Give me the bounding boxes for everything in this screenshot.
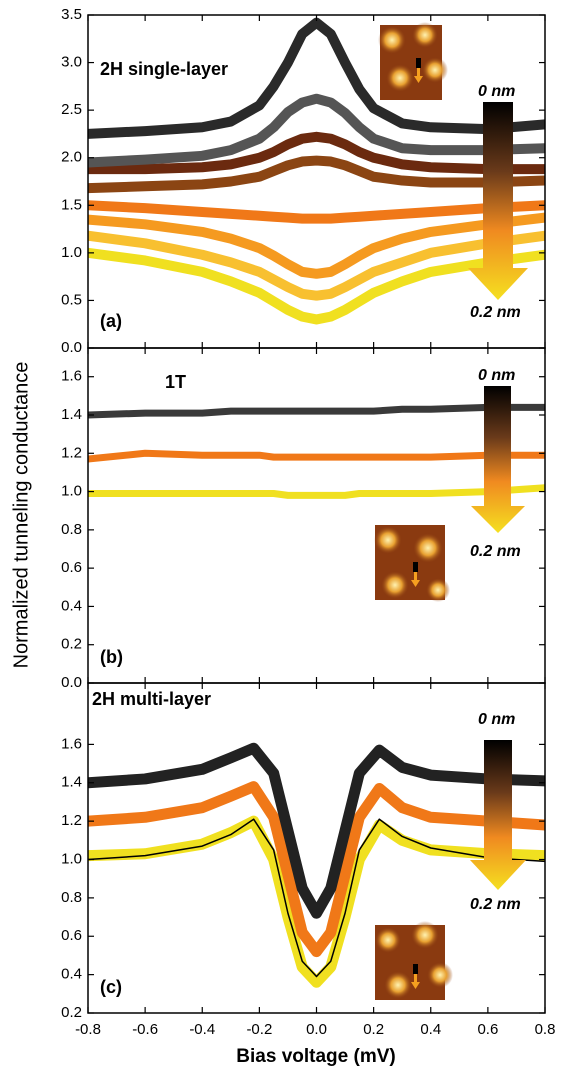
y-tick-label: 2.5 [61,101,82,118]
y-tick-label: 0.2 [61,1004,82,1021]
data-line [88,407,545,415]
x-tick-label: 0.0 [306,1021,327,1038]
annotation: 0 nm [478,83,515,100]
annotation: 0.2 nm [470,543,521,560]
curves [88,23,545,983]
x-axis-label: Bias voltage (mV) [236,1046,395,1067]
x-tick-label: -0.2 [246,1021,272,1038]
annotation: 0 nm [478,711,515,728]
annotation: (a) [100,311,122,331]
x-tick-label: -0.6 [132,1021,158,1038]
data-line [88,205,545,218]
plot-panel [88,407,545,495]
annotation: 0.2 nm [470,896,521,913]
y-tick-label: 1.2 [61,812,82,829]
y-tick-label: 1.0 [61,244,82,261]
y-axis-label: Normalized tunneling conductance [10,362,32,669]
annotation: 0.2 nm [470,304,521,321]
y-tick-label: 1.4 [61,774,82,791]
annotation: 0 nm [478,367,515,384]
y-tick-label: 1.5 [61,196,82,213]
y-tick-label: 0.5 [61,291,82,308]
y-tick-label: 0.6 [61,559,82,576]
annotation: 1T [165,372,186,392]
annotation: (b) [100,647,123,667]
x-tick-label: 0.4 [420,1021,441,1038]
y-tick-label: 1.0 [61,483,82,500]
y-tick-label: 0.4 [61,597,82,614]
y-tick-label: 1.4 [61,406,82,423]
x-tick-label: 0.2 [363,1021,384,1038]
y-tick-label: 0.0 [61,339,82,356]
y-tick-label: 0.8 [61,521,82,538]
y-tick-label: 1.0 [61,850,82,867]
x-tick-label: 0.6 [477,1021,498,1038]
y-tick-label: 0.6 [61,927,82,944]
data-line [88,488,545,496]
annotation: (c) [100,977,122,997]
y-tick-label: 1.2 [61,444,82,461]
x-tick-label: -0.8 [75,1021,101,1038]
data-line [88,787,545,952]
x-tick-label: 0.8 [535,1021,556,1038]
figure: Normalized tunneling conductance Bias vo… [0,0,565,1070]
annotation: 2H multi-layer [92,689,211,709]
inset-image [375,921,453,1000]
x-tick-label: -0.4 [189,1021,215,1038]
y-tick-label: 0.0 [61,674,82,691]
inset-image [374,525,450,602]
y-tick-label: 1.6 [61,368,82,385]
data-line [88,453,545,459]
y-tick-label: 0.8 [61,889,82,906]
y-tick-label: 0.4 [61,966,82,983]
inset-image [378,22,448,100]
plot-frame [88,348,545,683]
y-tick-label: 3.5 [61,6,82,23]
y-tick-label: 3.0 [61,54,82,71]
y-tick-label: 2.0 [61,149,82,166]
data-line [88,748,545,913]
y-tick-label: 0.2 [61,636,82,653]
y-tick-label: 1.6 [61,735,82,752]
annotation: 2H single-layer [100,59,228,79]
